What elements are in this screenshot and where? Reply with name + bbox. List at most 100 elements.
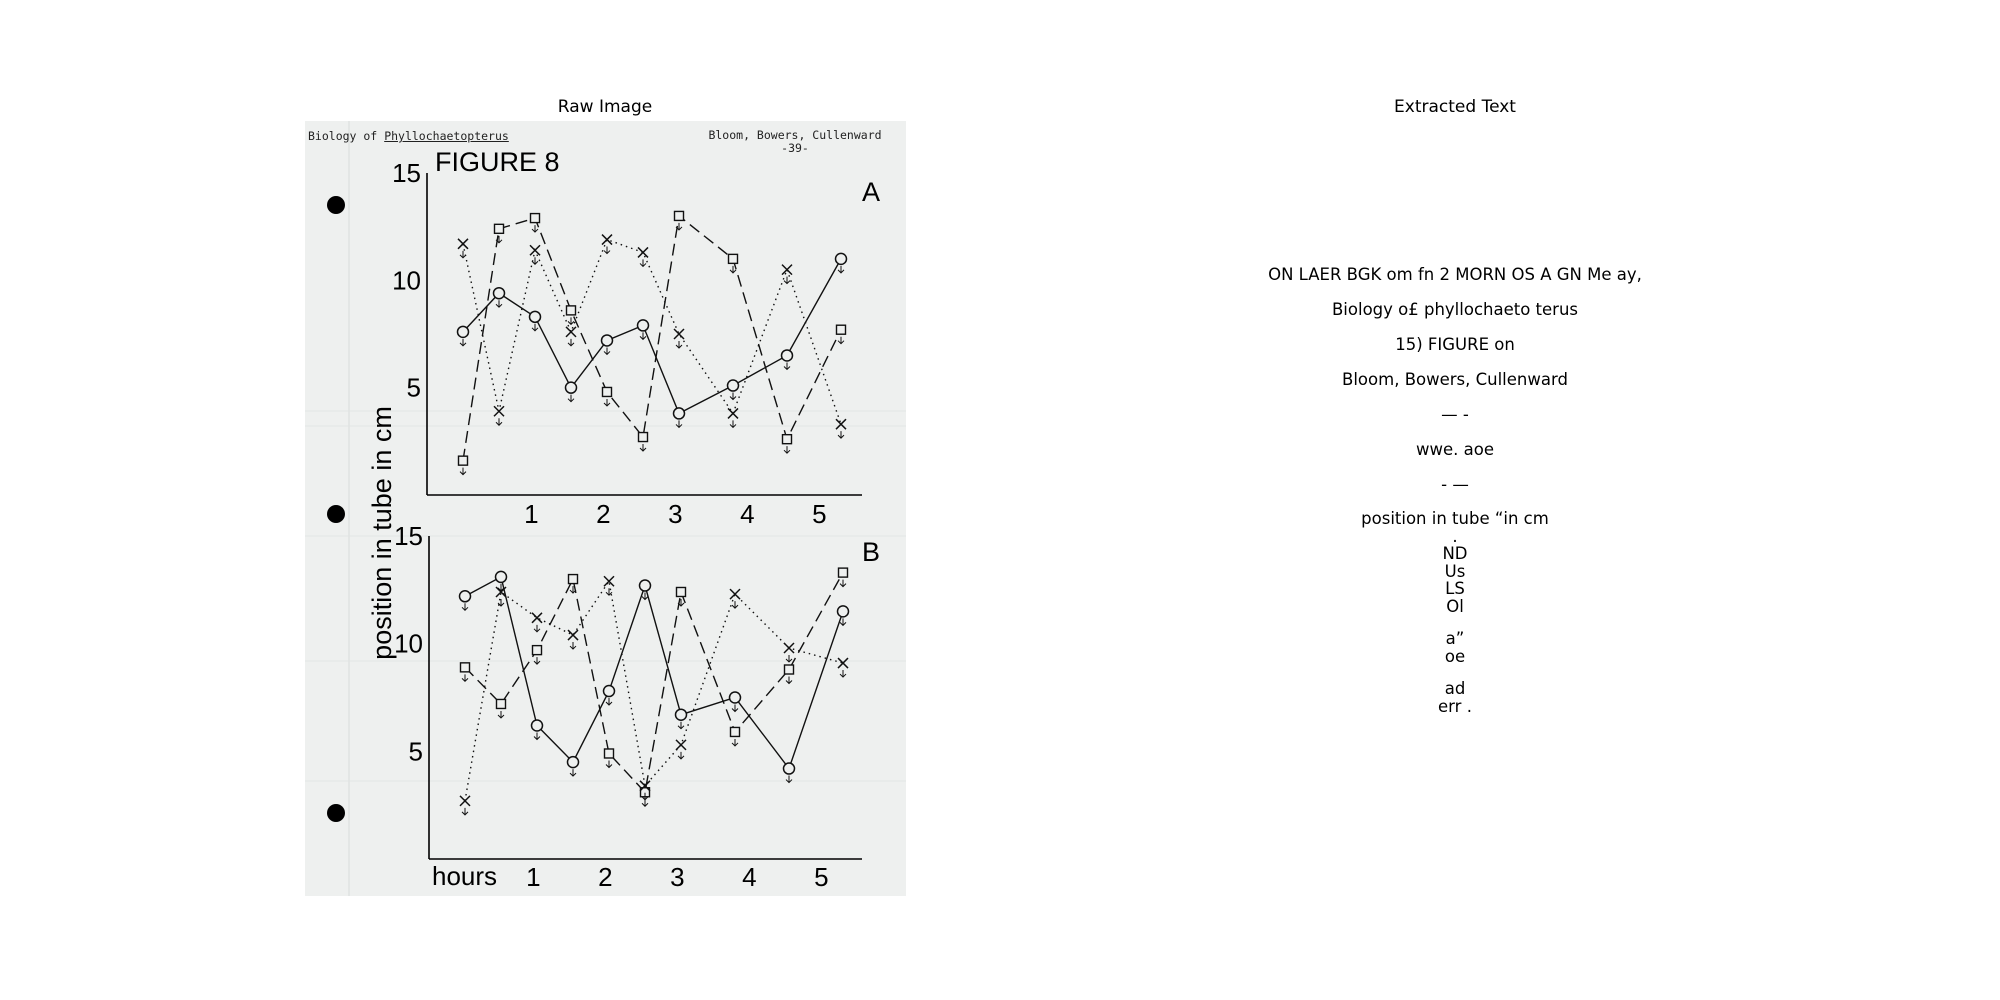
y-axis-label: position in tube in cm — [367, 406, 397, 660]
ocr-line: Bloom, Bowers, Cullenward — [1342, 370, 1568, 389]
x-tick-label: 5 — [812, 499, 826, 529]
y-tick-label: 10 — [392, 265, 421, 295]
data-point — [493, 405, 505, 417]
data-arrow — [639, 332, 647, 341]
x-tick-label: 2 — [596, 499, 610, 529]
data-arrow — [677, 721, 685, 730]
data-point — [727, 253, 739, 265]
data-point — [673, 328, 685, 340]
data-point — [781, 433, 793, 445]
data-point — [459, 795, 471, 807]
panel-b-ticks: 15 10 5 1 2 3 4 5 — [394, 521, 829, 892]
x-tick-label: 2 — [598, 862, 612, 892]
data-arrow — [495, 235, 503, 244]
data-point — [837, 567, 849, 578]
data-arrow — [837, 336, 845, 345]
data-point — [726, 379, 740, 392]
ocr-line: Us — [1444, 561, 1466, 581]
data-arrow — [731, 738, 739, 747]
data-arrow — [603, 246, 611, 255]
data-point — [457, 455, 469, 466]
ocr-block: position in tube “in cm . ND Us LS Ol — [1155, 510, 1755, 615]
data-arrow — [495, 418, 503, 426]
data-point — [728, 691, 742, 704]
data-arrow — [839, 618, 847, 627]
data-point — [636, 319, 650, 332]
x-axis-label: hours — [432, 861, 497, 891]
ocr-block: a” oe — [1155, 630, 1755, 665]
ocr-block: ad err . — [1155, 680, 1755, 715]
header-species: Phyllochaetopterus — [384, 129, 509, 143]
x-tick-label: 1 — [524, 499, 538, 529]
data-point — [492, 286, 506, 300]
header-page-number: -39- — [781, 141, 809, 155]
figure-title: FIGURE 8 — [435, 147, 560, 177]
data-arrow — [785, 775, 793, 784]
data-point — [531, 612, 543, 624]
data-arrow — [729, 392, 737, 401]
panel-a-axes — [426, 173, 862, 496]
series-line — [462, 214, 842, 461]
panel-a-series — [456, 210, 848, 476]
data-point — [567, 573, 579, 585]
data-arrow — [785, 676, 793, 685]
data-point — [783, 642, 795, 654]
ocr-line: ND — [1442, 544, 1468, 563]
ocr-line: — - — [1441, 405, 1469, 424]
data-arrow — [605, 760, 613, 769]
data-arrow — [729, 420, 737, 429]
data-point — [835, 418, 847, 430]
data-arrow — [497, 583, 505, 592]
series-line — [464, 575, 844, 771]
data-point — [567, 629, 579, 641]
ocr-line: a” — [1445, 629, 1465, 648]
page-header-left: Biology of Phyllochaetopterus — [308, 129, 509, 143]
data-point — [603, 575, 615, 587]
data-arrow — [837, 431, 845, 439]
data-arrow — [677, 598, 685, 607]
data-point — [531, 644, 543, 656]
figure-svg: FIGURE 8 position in tube in cm hours 1 5… — [305, 121, 906, 896]
series-line — [462, 238, 842, 425]
data-point — [672, 407, 686, 420]
data-point — [834, 252, 848, 266]
ocr-line: LS — [1445, 579, 1465, 598]
ocr-line: Biology o£ phyllochaeto terus — [1331, 300, 1579, 319]
data-point — [565, 326, 577, 338]
data-point — [729, 588, 741, 600]
extracted-text-title: Extracted Text — [1394, 97, 1516, 117]
data-arrow — [641, 592, 649, 601]
panel-label-a: A — [862, 177, 880, 207]
data-arrow — [497, 598, 505, 607]
data-point — [837, 657, 849, 669]
data-arrow — [785, 654, 793, 663]
data-arrow — [533, 657, 541, 665]
data-point — [637, 431, 649, 443]
data-point — [495, 698, 507, 710]
data-point — [528, 310, 542, 324]
data-arrow — [605, 588, 613, 596]
x-tick-label: 4 — [740, 499, 754, 529]
data-arrow — [605, 698, 613, 706]
data-arrow — [497, 710, 505, 719]
data-arrow — [461, 603, 469, 612]
data-point — [780, 349, 794, 362]
raw-image-scan: FIGURE 8 position in tube in cm hours 1 5… — [305, 121, 906, 896]
data-arrow — [567, 338, 575, 347]
extracted-text-panel: ON LAER BGK om fn 2 MORN OS A GN Me ay, … — [1155, 265, 1755, 730]
page-header-right: Bloom, Bowers, Cullenward -39- — [700, 129, 890, 155]
header-authors: Bloom, Bowers, Cullenward — [708, 128, 882, 142]
data-point — [495, 586, 507, 598]
y-tick-label: 5 — [409, 736, 423, 766]
data-arrow — [603, 347, 611, 356]
binder-hole-icon — [327, 196, 345, 214]
data-point — [566, 755, 580, 769]
data-arrow — [567, 317, 575, 326]
data-arrow — [675, 420, 683, 429]
y-tick-label: 10 — [394, 629, 423, 659]
data-point — [457, 238, 469, 250]
data-point — [601, 386, 613, 398]
data-arrow — [567, 394, 575, 403]
data-point — [602, 684, 616, 698]
data-arrow — [459, 338, 467, 347]
